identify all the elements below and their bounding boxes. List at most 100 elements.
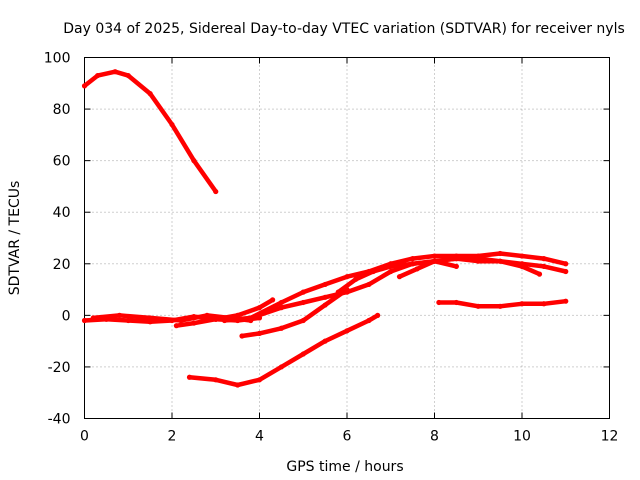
data-point xyxy=(322,302,328,308)
chart-title: Day 034 of 2025, Sidereal Day-to-day VTE… xyxy=(63,21,625,37)
y-tick-label: 100 xyxy=(44,51,71,67)
series-pass-7 xyxy=(239,286,350,339)
data-point xyxy=(388,263,394,269)
data-point xyxy=(248,315,254,321)
data-point xyxy=(453,263,459,269)
y-axis-label: SDTVAR / TECUs xyxy=(7,181,23,296)
series-line xyxy=(239,287,350,339)
axis-ticks: 0 2 4 6 8 10 12 -40 -20 0 20 40 60 80 100 xyxy=(44,51,619,445)
data-point xyxy=(396,274,403,280)
data-point xyxy=(370,268,376,275)
data-point xyxy=(519,261,525,267)
y-tick-label: -20 xyxy=(48,360,71,376)
data-point xyxy=(213,377,219,383)
data-point xyxy=(453,256,459,262)
data-point xyxy=(81,83,88,89)
data-point xyxy=(541,263,547,269)
data-point xyxy=(147,315,153,321)
series-layer xyxy=(81,69,569,388)
y-tick-label: 60 xyxy=(53,154,71,170)
data-point xyxy=(300,289,306,295)
data-point xyxy=(256,377,263,383)
series-pass-6 xyxy=(248,250,569,321)
data-point xyxy=(191,320,197,326)
data-point xyxy=(278,325,284,331)
x-tick-label: 0 xyxy=(80,429,89,445)
data-point xyxy=(453,299,459,306)
data-point xyxy=(519,253,525,259)
data-point xyxy=(410,256,416,262)
x-tick-label: 10 xyxy=(513,429,531,445)
x-tick-label: 4 xyxy=(255,429,264,445)
data-point xyxy=(475,303,481,309)
grid xyxy=(84,57,610,419)
data-point xyxy=(322,294,328,300)
data-point xyxy=(519,301,525,307)
data-point xyxy=(497,250,503,257)
x-tick-label: 6 xyxy=(343,429,352,445)
x-tick-label: 12 xyxy=(601,429,619,445)
data-point xyxy=(353,276,359,282)
data-point xyxy=(169,121,175,128)
data-point xyxy=(563,298,569,304)
series-pass-9 xyxy=(396,256,569,280)
data-point xyxy=(213,316,219,322)
data-point xyxy=(497,303,503,309)
series-line xyxy=(82,69,219,194)
y-tick-label: 80 xyxy=(53,102,71,118)
data-point xyxy=(366,281,372,288)
y-tick-label: 0 xyxy=(62,308,71,324)
data-point xyxy=(125,72,131,79)
y-tick-label: 40 xyxy=(53,205,71,221)
data-point xyxy=(388,268,394,275)
x-axis-label: GPS time / hours xyxy=(286,459,403,475)
data-point xyxy=(235,312,241,318)
data-point xyxy=(410,261,416,267)
data-point xyxy=(536,271,543,277)
data-point xyxy=(90,315,96,321)
data-point xyxy=(541,256,547,262)
data-point xyxy=(186,374,193,380)
data-point xyxy=(204,312,210,318)
data-point xyxy=(213,188,219,195)
data-point xyxy=(125,317,131,324)
data-point xyxy=(239,333,245,339)
data-point xyxy=(344,328,350,334)
data-point xyxy=(278,305,284,311)
data-point xyxy=(366,317,372,324)
data-point xyxy=(221,317,228,324)
data-point xyxy=(147,91,153,97)
data-point xyxy=(431,258,438,264)
series-pass-11 xyxy=(436,298,569,309)
data-point xyxy=(475,256,481,262)
data-point xyxy=(81,317,88,324)
x-tick-label: 8 xyxy=(430,429,439,445)
data-point xyxy=(436,299,442,306)
data-point xyxy=(431,253,438,259)
data-point xyxy=(95,72,101,79)
data-point xyxy=(270,297,276,303)
data-point xyxy=(173,323,179,329)
data-point xyxy=(116,312,123,318)
data-point xyxy=(278,299,284,306)
data-point xyxy=(256,305,263,311)
data-point xyxy=(414,266,420,272)
series-line xyxy=(187,313,380,388)
data-point xyxy=(375,312,381,318)
data-point xyxy=(563,261,569,267)
data-point xyxy=(191,158,197,164)
data-point xyxy=(256,330,263,337)
data-point xyxy=(300,299,306,306)
data-point xyxy=(322,338,328,344)
data-point xyxy=(344,274,350,280)
data-point xyxy=(541,301,547,307)
data-point xyxy=(335,289,341,295)
series-pass-1 xyxy=(81,69,219,195)
x-tick-label: 2 xyxy=(168,429,177,445)
data-point xyxy=(278,364,284,370)
data-point xyxy=(112,69,118,75)
series-pass-4 xyxy=(173,297,276,329)
data-point xyxy=(322,281,328,288)
y-tick-label: 20 xyxy=(53,257,71,273)
data-point xyxy=(147,319,153,325)
